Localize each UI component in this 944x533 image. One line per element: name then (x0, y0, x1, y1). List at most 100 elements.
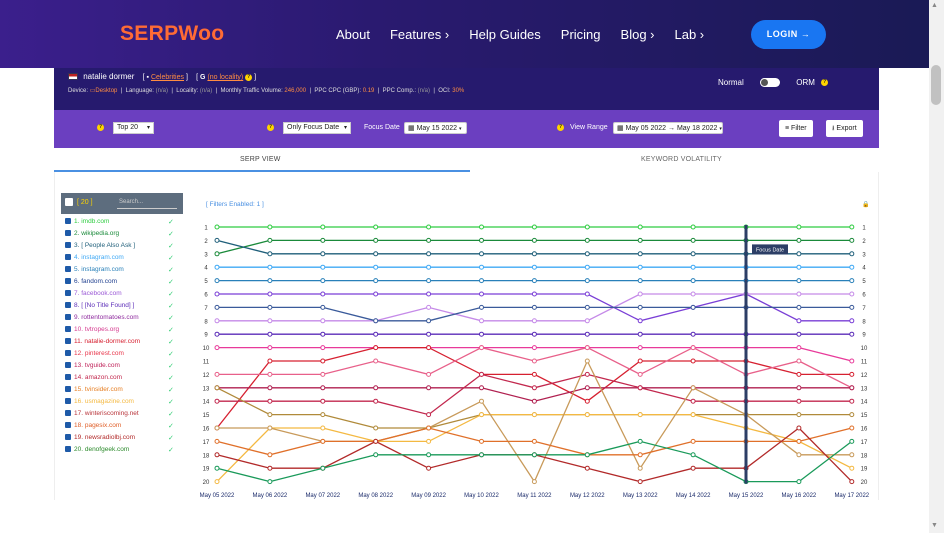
lock-icon[interactable]: 🔒 (862, 202, 870, 208)
focus-help-icon[interactable]: ? (267, 124, 274, 131)
data-point (214, 224, 220, 230)
domain-label[interactable]: 8. [ [No Title Found] ] (74, 302, 135, 309)
domain-checkbox[interactable] (65, 434, 71, 441)
domain-label[interactable]: 18. pagesix.com (74, 422, 122, 429)
domain-list-item[interactable]: 6. fandom.com ✓ (65, 278, 181, 289)
domain-label[interactable]: 13. tvguide.com (74, 362, 120, 369)
filters-enabled-label[interactable]: [ Filters Enabled: 1 ] (206, 201, 264, 208)
domain-list-item[interactable]: 3. [ People Also Ask ] ✓ (65, 242, 181, 253)
domain-list-item[interactable]: 17. winteriscoming.net ✓ (65, 410, 181, 421)
domain-list-item[interactable]: 4. instagram.com ✓ (65, 254, 181, 265)
domain-label[interactable]: 7. facebook.com (74, 290, 122, 297)
domain-list-item[interactable]: 13. tvguide.com ✓ (65, 362, 181, 373)
data-point (214, 438, 220, 444)
domain-checkbox[interactable] (65, 338, 71, 345)
domain-label[interactable]: 14. amazon.com (74, 374, 123, 381)
export-button[interactable]: ⭳ Export (826, 120, 863, 137)
y-tick-label-right: 15 (861, 413, 868, 419)
domain-checkbox[interactable] (65, 218, 71, 225)
domain-label[interactable]: 19. newsradiolbj.com (74, 434, 136, 441)
domain-label[interactable]: 1. imdb.com (74, 218, 110, 225)
focus-date-picker[interactable]: ▦ May 15 2022 ▾ (404, 122, 467, 134)
nav-features[interactable]: Features › (389, 27, 450, 42)
mode-toggle[interactable] (760, 78, 781, 88)
top-select[interactable]: Top 20 ▾ (113, 122, 154, 134)
domain-list-item[interactable]: 16. usmagazine.com ✓ (65, 398, 181, 409)
domain-checkbox[interactable] (65, 374, 71, 381)
range-help-icon[interactable]: ? (557, 124, 564, 131)
top-help-icon[interactable]: ? (97, 124, 104, 131)
tab-keyword-volatility[interactable]: KEYWORD VOLATILITY (641, 156, 722, 163)
domain-checkbox[interactable] (65, 386, 71, 393)
domain-list-item[interactable]: 5. instagram.com ✓ (65, 266, 181, 277)
scroll-down-arrow-icon[interactable]: ▼ (931, 522, 938, 529)
domain-list-item[interactable]: 18. pagesix.com ✓ (65, 422, 181, 433)
domain-search-input[interactable]: Search... (117, 196, 177, 209)
domain-list-item[interactable]: 2. wikipedia.org ✓ (65, 230, 181, 241)
domain-checkbox[interactable] (65, 266, 71, 273)
domain-checkbox[interactable] (65, 326, 71, 333)
data-point (267, 224, 273, 230)
domain-list-item[interactable]: 15. tvinsider.com ✓ (65, 386, 181, 397)
category-link[interactable]: Celebrities (150, 74, 185, 81)
domain-label[interactable]: 12. pinterest.com (74, 350, 124, 357)
filter-button[interactable]: ≡ Filter (779, 120, 813, 137)
domain-label[interactable]: 15. tvinsider.com (74, 386, 123, 393)
nav-help-guides[interactable]: Help Guides (469, 27, 541, 42)
domain-checkbox[interactable] (65, 446, 71, 453)
nav-pricing[interactable]: Pricing (560, 27, 601, 42)
domain-checkbox[interactable] (65, 362, 71, 369)
nav-about[interactable]: About (336, 27, 370, 42)
domain-list-item[interactable]: 8. [ [No Title Found] ] ✓ (65, 302, 181, 313)
locality-link[interactable]: (no locality) (207, 74, 244, 81)
domain-list-item[interactable]: 20. denofgeek.com ✓ (65, 446, 181, 457)
domain-label[interactable]: 10. tvtropes.org (74, 326, 120, 333)
nav-lab[interactable]: Lab › (674, 27, 705, 42)
domain-checkbox[interactable] (65, 290, 71, 297)
domain-label[interactable]: 11. natalie-dormer.com (74, 338, 140, 345)
data-point (584, 385, 590, 391)
domain-list-item[interactable]: 1. imdb.com ✓ (65, 218, 181, 229)
domain-list-item[interactable]: 10. tvtropes.org ✓ (65, 326, 181, 337)
scroll-up-arrow-icon[interactable]: ▲ (931, 2, 938, 9)
domain-checkbox[interactable] (65, 410, 71, 417)
domain-checkbox[interactable] (65, 302, 71, 309)
domain-checkbox[interactable] (65, 254, 71, 261)
domain-checkbox[interactable] (65, 398, 71, 405)
domain-label[interactable]: 2. wikipedia.org (74, 230, 120, 237)
domain-checkbox[interactable] (65, 314, 71, 321)
domain-list-item[interactable]: 19. newsradiolbj.com ✓ (65, 434, 181, 445)
domain-label[interactable]: 4. instagram.com (74, 254, 124, 261)
orm-help-icon[interactable]: ? (821, 79, 829, 87)
domain-checkbox[interactable] (65, 242, 71, 249)
domain-label[interactable]: 3. [ People Also Ask ] (74, 242, 136, 249)
y-tick-label-right: 1 (862, 226, 866, 232)
domain-label[interactable]: 6. fandom.com (74, 278, 117, 285)
domain-label[interactable]: 17. winteriscoming.net (74, 410, 139, 417)
domain-checkbox[interactable] (65, 230, 71, 237)
serpwoo-logo[interactable]: SERPWoo (120, 22, 225, 45)
domain-list-item[interactable]: 7. facebook.com ✓ (65, 290, 181, 301)
domain-label[interactable]: 9. rottentomatoes.com (74, 314, 139, 321)
domain-list-item[interactable]: 11. natalie-dormer.com ✓ (65, 338, 181, 349)
domain-label[interactable]: 5. instagram.com (74, 266, 124, 273)
scrollbar-thumb[interactable] (931, 65, 941, 105)
domain-list-item[interactable]: 9. rottentomatoes.com ✓ (65, 314, 181, 325)
domain-list-item[interactable]: 14. amazon.com ✓ (65, 374, 181, 385)
data-point (584, 358, 590, 364)
domain-checkbox[interactable] (65, 422, 71, 429)
help-icon[interactable]: ? (245, 73, 253, 81)
page-scrollbar[interactable] (929, 0, 944, 533)
login-button[interactable]: LOGIN → (751, 20, 826, 49)
domain-list-panel: [ 20 ] Search... 1. imdb.com ✓ 2. wikipedi… (61, 193, 183, 461)
tab-serp-view[interactable]: SERP VIEW (240, 156, 281, 163)
focus-mode-select[interactable]: Only Focus Date ▾ (283, 122, 351, 134)
domain-list-item[interactable]: 12. pinterest.com ✓ (65, 350, 181, 361)
view-range-picker[interactable]: ▦ May 05 2022 → May 18 2022 ▾ (613, 122, 723, 134)
nav-blog[interactable]: Blog › (620, 27, 655, 42)
domain-checkbox[interactable] (65, 350, 71, 357)
select-all-checkbox[interactable] (65, 198, 73, 206)
domain-checkbox[interactable] (65, 278, 71, 285)
domain-label[interactable]: 16. usmagazine.com (74, 398, 134, 405)
domain-label[interactable]: 20. denofgeek.com (74, 446, 130, 453)
